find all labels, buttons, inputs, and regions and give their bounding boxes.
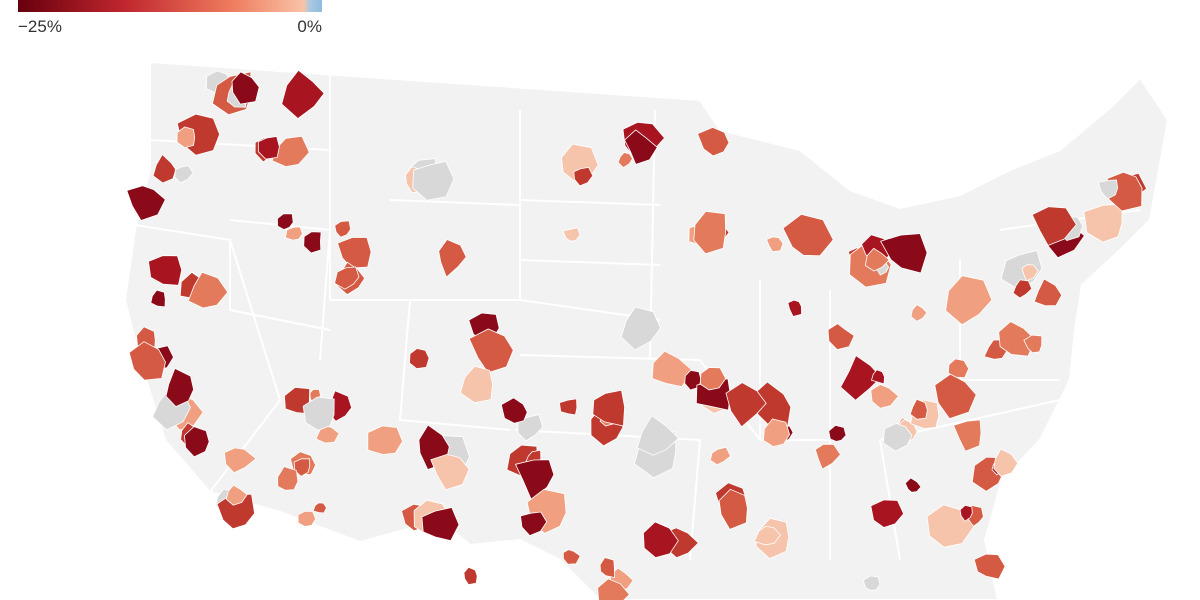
metro-area <box>753 525 782 546</box>
metro-area <box>993 448 1019 477</box>
metro-area <box>337 237 372 269</box>
metro-area <box>409 348 430 370</box>
metro-area <box>592 389 626 427</box>
metro-area <box>870 499 905 528</box>
metro-area <box>904 477 922 493</box>
metro-area <box>187 271 229 309</box>
metro-area <box>293 458 311 477</box>
metro-area <box>257 136 280 160</box>
metro-area <box>281 69 325 120</box>
metro-area <box>827 323 855 351</box>
legend: −25% 0% <box>18 0 322 36</box>
metro-area <box>150 289 166 308</box>
metro-area <box>438 239 467 278</box>
metro-area <box>303 231 322 254</box>
metro-area <box>1000 250 1043 290</box>
metro-area <box>223 447 257 474</box>
metro-area <box>216 493 256 530</box>
metro-area <box>998 321 1036 357</box>
metro-area <box>862 575 881 591</box>
metro-area <box>718 488 748 530</box>
metro-area <box>500 397 528 424</box>
metro-area <box>782 213 834 257</box>
metro-area <box>973 553 1006 580</box>
metro-area <box>787 299 803 317</box>
metro-area <box>597 578 630 600</box>
metro-area <box>636 415 680 456</box>
metro-area <box>334 220 352 238</box>
metro-area <box>520 511 548 537</box>
metro-area <box>620 306 662 351</box>
metro-area <box>1031 206 1077 247</box>
legend-min: −25% <box>18 17 62 36</box>
metro-area <box>148 255 183 286</box>
metro-area <box>463 566 478 586</box>
metro-area <box>430 453 470 491</box>
metro-area <box>952 419 982 452</box>
metro-area <box>468 328 514 374</box>
metro-area <box>934 373 977 420</box>
metro-area <box>699 367 727 391</box>
metro-area <box>459 365 493 404</box>
metro-area <box>517 414 544 442</box>
metro-area <box>1021 264 1039 282</box>
metro-area <box>762 418 791 448</box>
metro-area <box>1023 334 1043 354</box>
metro-area <box>573 166 594 187</box>
metro-area <box>617 152 633 169</box>
metro-area <box>870 384 900 409</box>
metro-area <box>1097 179 1119 200</box>
metro-area <box>231 71 260 105</box>
metro-area <box>562 549 581 565</box>
metro-area <box>651 350 694 388</box>
metro-area <box>297 510 317 527</box>
metro-area <box>334 266 360 290</box>
metro-area <box>562 227 581 242</box>
legend-max: 0% <box>297 17 322 36</box>
legend-gradient <box>18 0 322 12</box>
metro-area <box>814 443 842 470</box>
metro-area <box>945 275 993 326</box>
metro-area <box>871 369 885 385</box>
metro-area <box>828 424 847 442</box>
metro-area <box>302 396 335 431</box>
regions <box>126 69 1148 600</box>
metro-area <box>183 426 210 458</box>
metro-area <box>910 304 928 322</box>
metro-area <box>225 484 248 506</box>
metro-area <box>909 398 928 420</box>
metro-area <box>174 165 194 184</box>
metro-area <box>599 557 616 578</box>
metro-area <box>176 126 196 149</box>
metro-area <box>725 382 767 428</box>
metro-area <box>312 502 327 514</box>
metro-area <box>277 466 299 491</box>
metro-area <box>128 341 166 381</box>
metro-area <box>412 160 455 201</box>
metro-area <box>693 210 727 255</box>
metro-area <box>558 398 578 416</box>
metro-area <box>880 233 928 274</box>
metro-area <box>709 446 732 466</box>
metro-area <box>367 425 404 455</box>
metro-area <box>882 422 913 452</box>
metro-area <box>840 354 882 401</box>
metro-area <box>126 185 166 221</box>
metro-area <box>959 504 973 522</box>
metro-area <box>624 129 658 165</box>
metro-area <box>421 507 460 542</box>
metro-area <box>165 367 195 408</box>
metro-area <box>315 425 340 444</box>
metro-area <box>947 358 970 379</box>
metro-area <box>864 247 890 272</box>
metro-area <box>765 236 784 253</box>
metro-area <box>642 521 679 559</box>
metro-area <box>285 226 304 241</box>
metro-area <box>276 213 294 231</box>
metro-area <box>152 153 177 184</box>
metro-area <box>696 126 730 157</box>
metro-area <box>1033 278 1063 307</box>
